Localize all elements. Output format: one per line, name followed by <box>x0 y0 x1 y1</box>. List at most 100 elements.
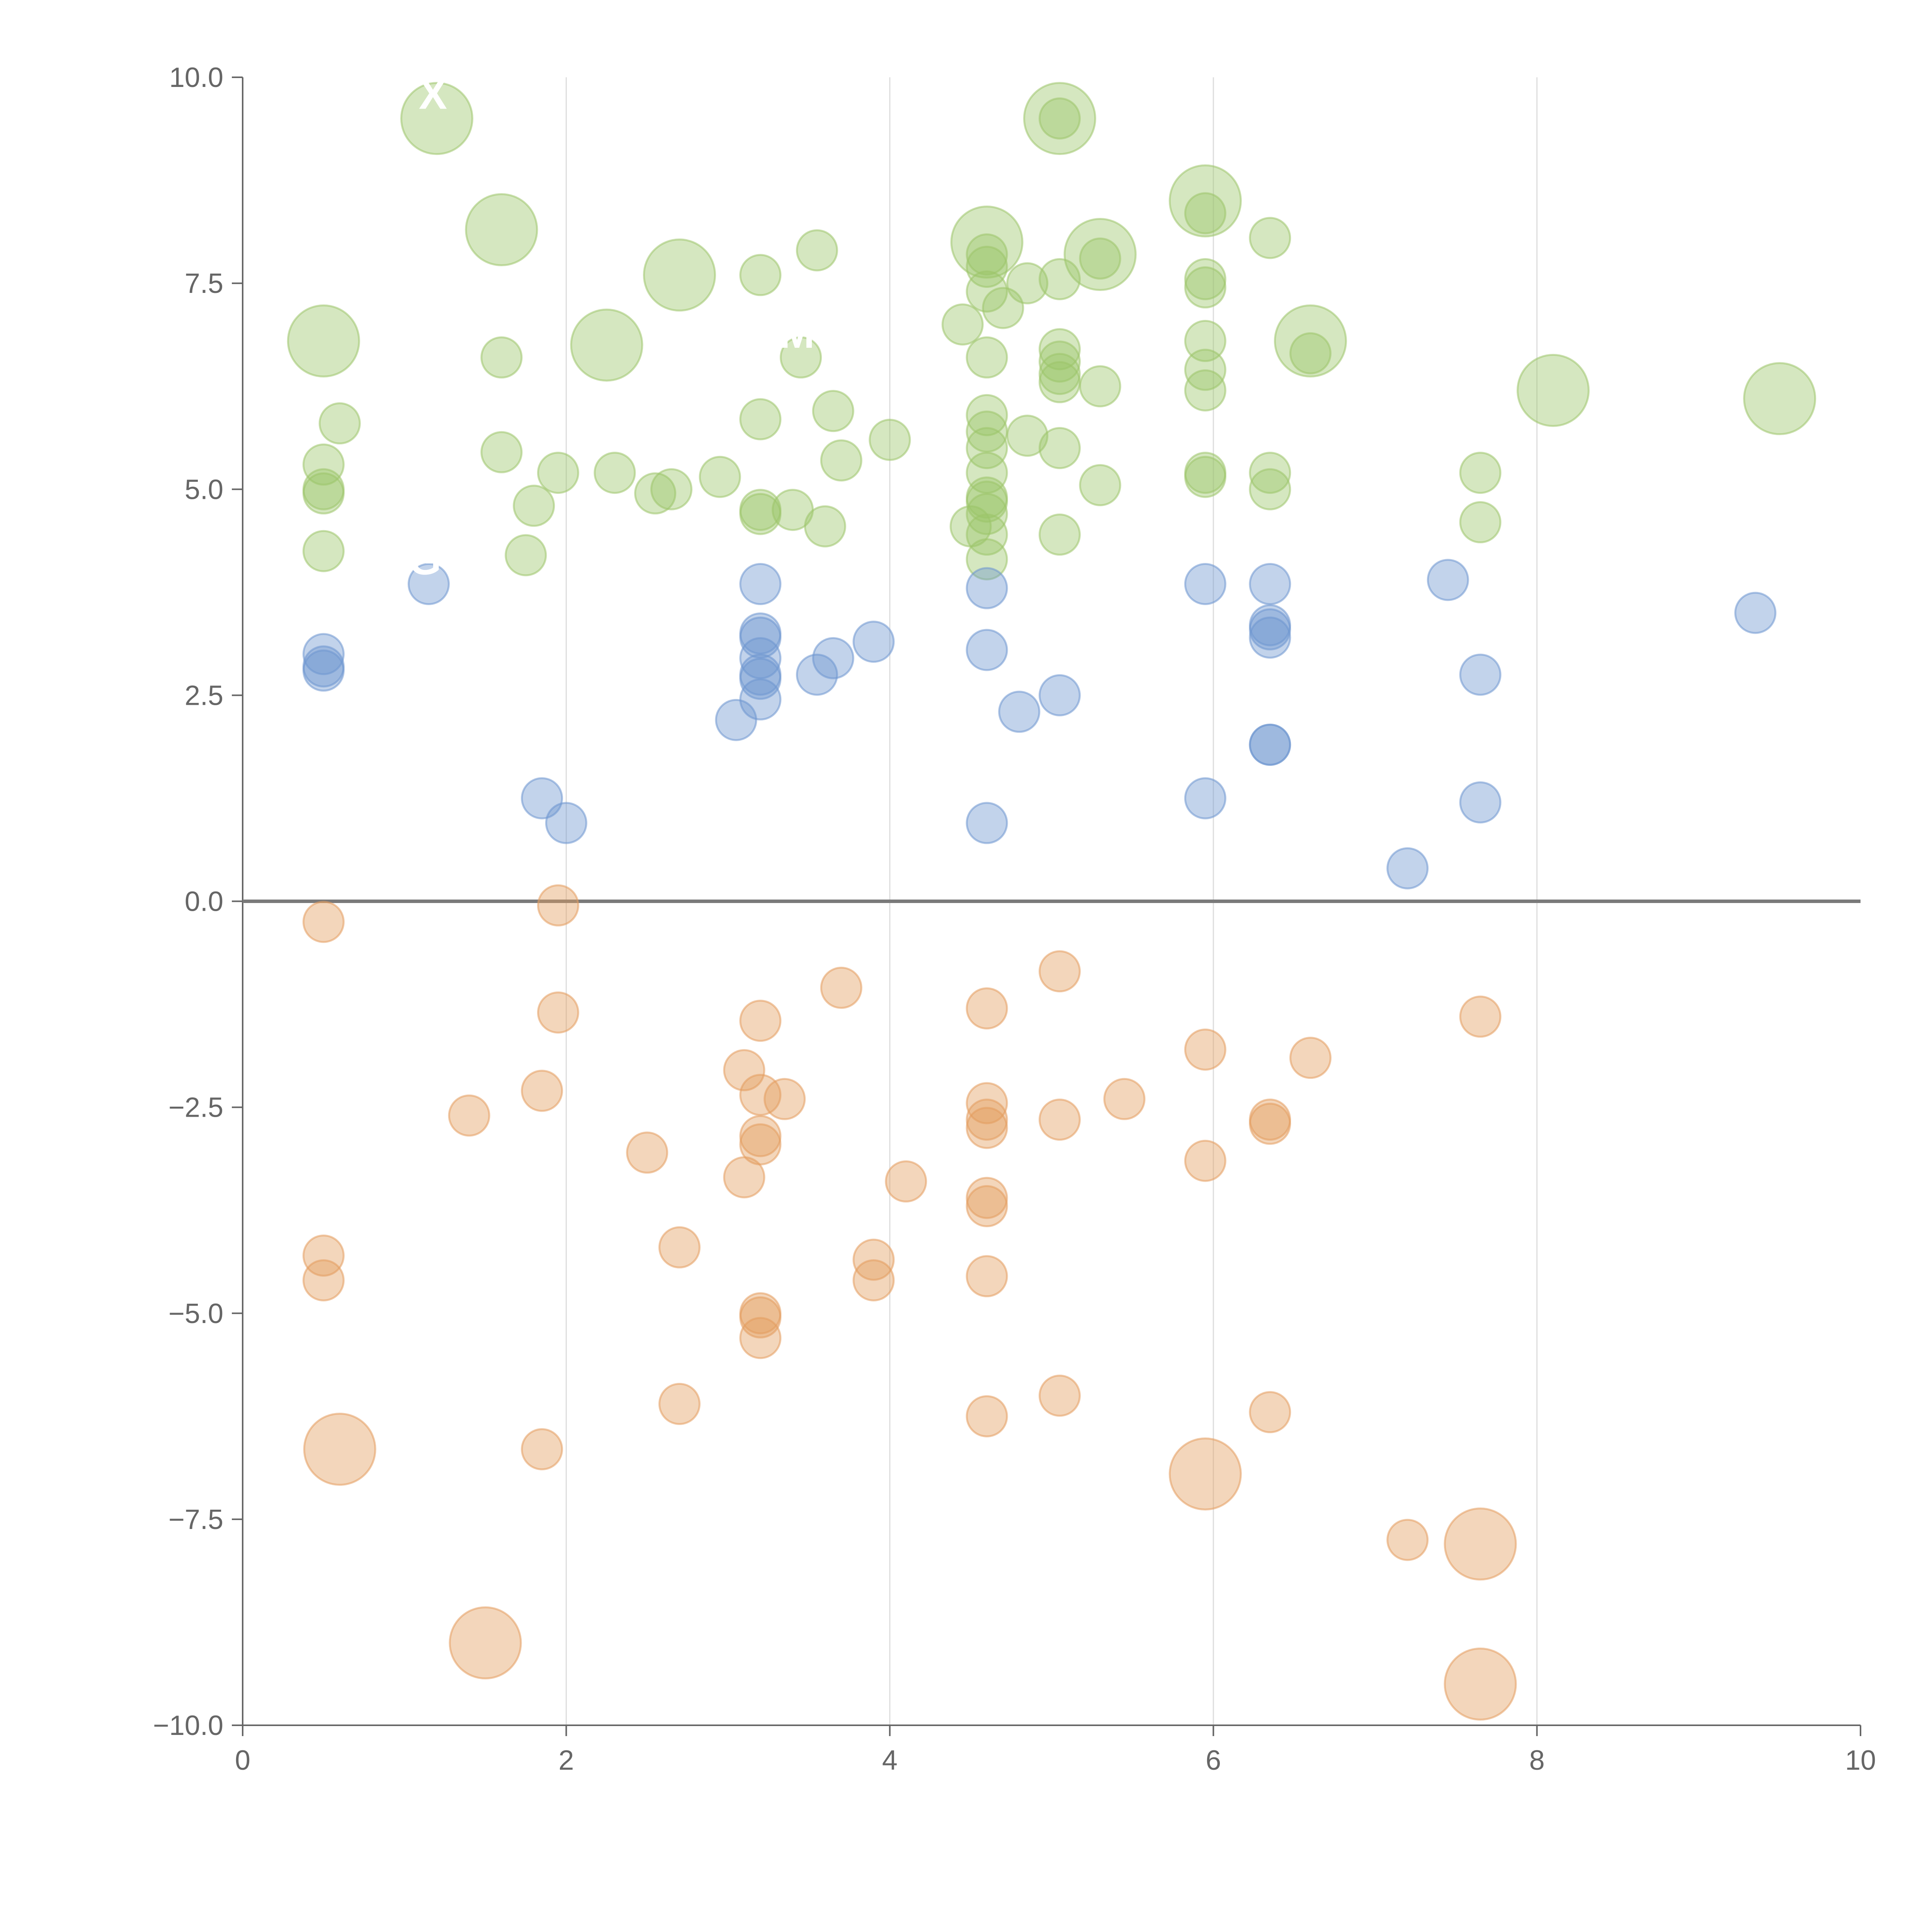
x-tick-label: 6 <box>1206 1745 1221 1776</box>
blue-bubble <box>812 637 854 679</box>
blue-bubble <box>1734 592 1777 634</box>
point-label: G <box>408 536 442 583</box>
green-bubble <box>1038 427 1081 469</box>
y-tick-label: 2.5 <box>185 680 223 711</box>
y-tick-label: −10.0 <box>153 1710 223 1741</box>
green-bubble <box>1079 237 1121 280</box>
blue-bubble <box>545 802 587 844</box>
orange-bubble <box>1184 1139 1226 1182</box>
orange-bubble <box>1386 1519 1429 1561</box>
orange-bubble <box>449 1606 522 1680</box>
green-bubble <box>966 452 1008 494</box>
green-bubble <box>739 254 782 296</box>
green-bubble <box>1038 361 1081 403</box>
green-bubble <box>1038 328 1081 371</box>
green-bubble <box>318 402 361 445</box>
green-bubble <box>966 233 1008 276</box>
orange-bubble <box>723 1049 765 1092</box>
green-bubble <box>812 390 854 432</box>
blue-bubble <box>739 563 782 605</box>
blue-bubble <box>408 563 450 605</box>
green-bubble <box>966 245 1008 288</box>
green-bubble <box>634 472 677 515</box>
orange-bubble <box>966 1395 1008 1437</box>
green-bubble <box>1459 501 1502 544</box>
green-bubble <box>966 514 1008 556</box>
blue-bubble <box>1184 777 1226 820</box>
orange-bubble <box>1249 1391 1291 1434</box>
orange-bubble <box>1038 950 1081 993</box>
green-bubble <box>1184 266 1226 309</box>
x-tick-label: 4 <box>882 1745 898 1776</box>
orange-bubble <box>852 1259 895 1301</box>
blue-bubble <box>966 802 1008 844</box>
green-bubble <box>966 394 1008 436</box>
blue-bubble <box>966 567 1008 609</box>
green-bubble <box>302 472 345 515</box>
green-bubble <box>1063 218 1137 291</box>
green-bubble <box>1168 164 1242 238</box>
orange-bubble <box>1249 1102 1291 1145</box>
orange-bubble <box>302 1234 345 1277</box>
orange-bubble <box>1459 995 1502 1038</box>
x-tick-label: 0 <box>235 1745 250 1776</box>
green-bubble <box>699 456 741 498</box>
orange-bubble <box>521 1428 563 1471</box>
axes: 10.0 7.5 5.0 2.5 0.0 −2.5 −5.0 −7.5 −10.0 0 2 4 6 8 10 <box>153 62 1876 1776</box>
green-bubble <box>869 418 911 461</box>
orange-bubble <box>658 1383 701 1425</box>
orange-bubble <box>966 987 1008 1030</box>
green-bubble <box>643 238 716 312</box>
green-bubble <box>1274 304 1347 378</box>
orange-bubble <box>885 1160 927 1203</box>
green-bubble <box>480 431 523 473</box>
blue-bubble <box>998 690 1041 733</box>
orange-bubble <box>764 1078 806 1120</box>
bubbles <box>287 82 1816 1721</box>
y-tick-label: 10.0 <box>169 62 223 93</box>
green-bubble <box>570 308 643 382</box>
green-bubble <box>1038 258 1081 300</box>
green-bubble <box>1006 262 1049 304</box>
green-bubble <box>1184 320 1226 362</box>
green-bubble <box>594 452 636 494</box>
green-bubble <box>1459 452 1502 494</box>
green-bubble <box>739 493 782 535</box>
green-bubble <box>1006 415 1049 457</box>
x-tick-label: 2 <box>558 1745 574 1776</box>
blue-bubble <box>1249 563 1291 605</box>
blue-bubble <box>1249 723 1291 766</box>
green-bubble <box>650 468 693 510</box>
orange-bubble <box>1289 1037 1332 1079</box>
green-bubble <box>1289 332 1332 374</box>
orange-bubble <box>739 1317 782 1359</box>
orange-bubble <box>966 1185 1008 1228</box>
green-bubble <box>505 534 547 577</box>
blue-bubble <box>966 629 1008 671</box>
point-label: X <box>419 71 447 118</box>
green-bubble <box>739 398 782 440</box>
green-bubble <box>1023 82 1096 155</box>
orange-bubble <box>537 884 579 927</box>
blue-bubble <box>1459 653 1502 696</box>
blue-bubble <box>1184 563 1226 605</box>
orange-bubble <box>1444 1507 1517 1581</box>
y-tick-label: −2.5 <box>168 1092 223 1123</box>
green-bubble <box>1249 217 1291 259</box>
green-bubble <box>796 229 838 272</box>
orange-bubble <box>626 1131 668 1174</box>
orange-bubble <box>302 901 345 943</box>
green-bubble <box>966 427 1008 469</box>
green-bubble <box>1743 362 1816 435</box>
blue-bubble <box>1038 674 1081 716</box>
green-bubble <box>1249 452 1291 494</box>
green-bubble <box>400 82 473 155</box>
green-bubble <box>287 304 360 378</box>
green-bubble <box>302 443 345 486</box>
orange-bubble <box>1103 1078 1146 1120</box>
x-tick-label: 10 <box>1845 1745 1876 1776</box>
green-bubble <box>941 303 984 346</box>
blue-bubble <box>739 678 782 721</box>
orange-bubble <box>820 966 862 1009</box>
green-bubble <box>465 193 538 267</box>
